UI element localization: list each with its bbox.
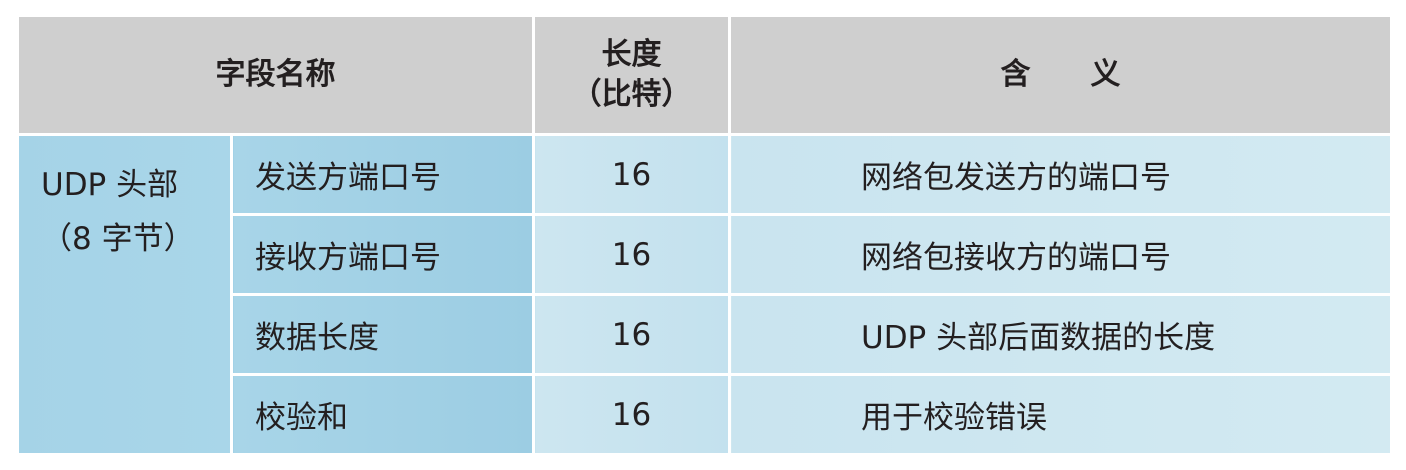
header-length-line1: 长度: [601, 37, 662, 72]
meaning-cell: 网络包发送方的端口号: [728, 133, 1393, 216]
meaning-cell: 网络包接收方的端口号: [728, 213, 1393, 296]
meaning-cell: 用于校验错误: [728, 373, 1393, 456]
length-cell: 16: [532, 213, 731, 296]
field-cell: 数据长度: [230, 293, 535, 376]
header-length: 长度 （比特）: [532, 14, 731, 136]
group-cell: UDP 头部 （8 字节）: [16, 133, 233, 456]
table-row: UDP 头部 （8 字节） 发送方端口号 16 网络包发送方的端口号: [16, 133, 1393, 456]
table-header-row: 字段名称 长度 （比特） 含 义: [16, 14, 1393, 136]
field-cell: 发送方端口号: [230, 133, 535, 216]
field-cell: 校验和: [230, 373, 535, 456]
udp-header-table: 字段名称 长度 （比特） 含 义 UDP 头部 （8 字节） 发送方端口号 16…: [16, 14, 1393, 456]
length-cell: 16: [532, 373, 731, 456]
table-row: 数据长度 16 UDP 头部后面数据的长度: [18, 293, 1393, 376]
table-row: 校验和 16 用于校验错误: [18, 373, 1393, 456]
header-length-line2: （比特）: [571, 77, 692, 112]
table-row: 接收方端口号 16 网络包接收方的端口号: [18, 213, 1393, 296]
group-label-line2: （8 字节）: [41, 221, 195, 257]
field-cell: 接收方端口号: [230, 213, 535, 296]
meaning-cell: UDP 头部后面数据的长度: [728, 293, 1393, 376]
group-label-line1: UDP 头部: [41, 167, 179, 203]
header-meaning: 含 义: [728, 14, 1393, 136]
header-field-name: 字段名称: [16, 14, 535, 136]
length-cell: 16: [532, 133, 731, 216]
length-cell: 16: [532, 293, 731, 376]
